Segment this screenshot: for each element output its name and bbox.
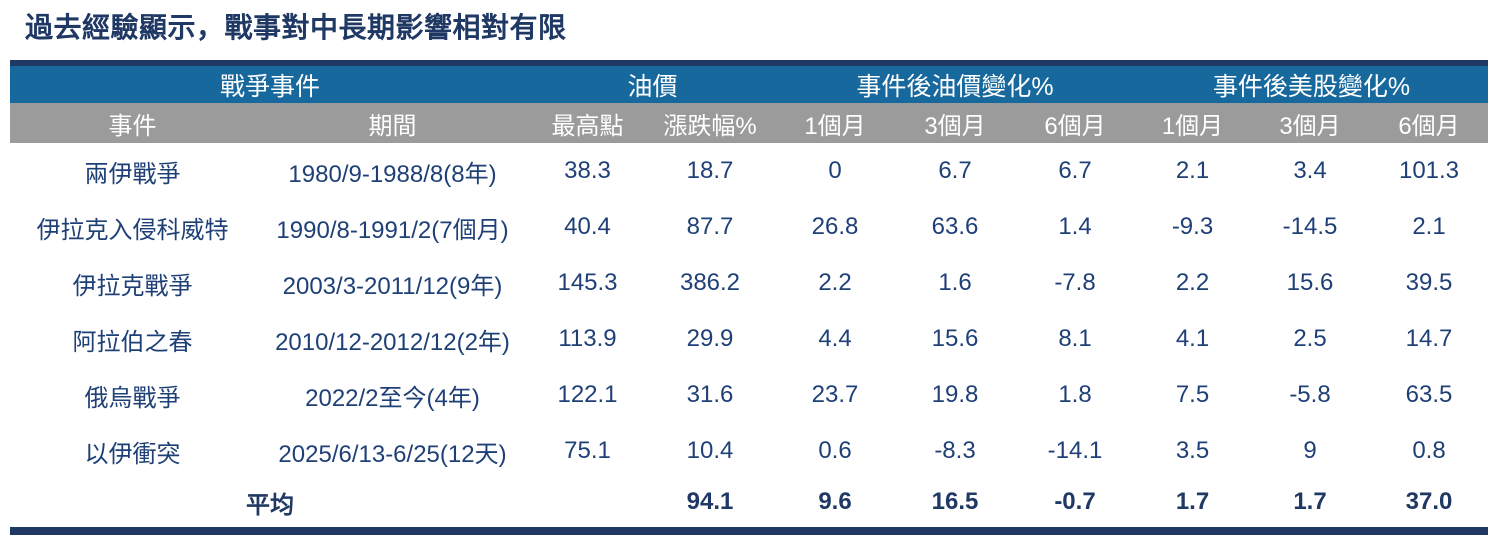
average-value-cell: 37.0	[1405, 488, 1453, 515]
value-cell: 10.4	[686, 437, 734, 464]
average-value-cell: -0.7	[1054, 488, 1096, 515]
value-cell: -5.8	[1289, 381, 1331, 408]
event-name-cell: 俄烏戰爭	[84, 384, 181, 412]
period-cell: 1990/8-1991/2(7個月)	[276, 216, 509, 244]
period-cell: 2022/2至今(4年)	[305, 384, 480, 412]
value-cell: 2.5	[1293, 325, 1327, 352]
table-average-row: 平均 94.1 9.6 16.5 -0.7 1.7 1.7 37.0	[10, 479, 1488, 525]
period-cell: 2003/3-2011/12(9年)	[282, 272, 503, 300]
period-cell: 2010/12-2012/12(2年)	[275, 328, 510, 356]
column-header-cell: 6個月	[1398, 112, 1460, 140]
period-cell: 2025/6/13-6/25(12天)	[278, 440, 507, 468]
group-header-cell: 事件後油價變化%	[856, 72, 1054, 101]
value-cell: 38.3	[564, 157, 611, 184]
value-cell: 0	[828, 157, 842, 184]
table-row: 俄烏戰爭 2022/2至今(4年) 122.1 31.6 23.7 19.8 1.8 7.5 -…	[10, 367, 1488, 423]
table-group-header-row: 戰爭事件 油價 事件後油價變化% 事件後美股變化%	[10, 66, 1488, 103]
event-name-cell: 兩伊戰爭	[84, 160, 181, 188]
value-cell: 2.2	[1175, 269, 1210, 296]
value-cell: 63.5	[1405, 381, 1453, 408]
column-header-cell: 3個月	[924, 112, 986, 140]
value-cell: 3.4	[1293, 157, 1327, 184]
value-cell: 1.4	[1058, 213, 1092, 240]
column-header-cell: 期間	[368, 112, 417, 140]
value-cell: 8.1	[1058, 325, 1092, 352]
column-header-cell: 最高點	[551, 112, 624, 140]
average-value-cell: 9.6	[818, 488, 852, 515]
table-row: 伊拉克入侵科威特 1990/8-1991/2(7個月) 40.4 87.7 26.8 63…	[10, 199, 1488, 255]
group-header-cell: 油價	[627, 72, 678, 101]
table-subheader-row: 事件 期間 最高點 漲跌幅% 1個月 3個月 6個月 1個月 3個月 6個月	[10, 103, 1488, 143]
table-row: 以伊衝突 2025/6/13-6/25(12天) 75.1 10.4 0.6 -8.3 -1…	[10, 423, 1488, 479]
value-cell: 1.6	[938, 269, 972, 296]
value-cell: -9.3	[1171, 213, 1214, 240]
average-label-cell: 平均	[246, 491, 294, 519]
value-cell: 1.8	[1058, 381, 1092, 408]
average-value-cell: 1.7	[1175, 488, 1210, 515]
period-cell: 1980/9-1988/8(8年)	[288, 160, 497, 188]
value-cell: 3.5	[1175, 437, 1210, 464]
value-cell: 26.8	[811, 213, 859, 240]
value-cell: 0.8	[1412, 437, 1446, 464]
value-cell: 101.3	[1398, 157, 1460, 184]
value-cell: 23.7	[811, 381, 859, 408]
page-title: 過去經驗顯示，戰事對中長期影響相對有限	[25, 12, 567, 43]
value-cell: 87.7	[686, 213, 734, 240]
event-name-cell: 阿拉伯之春	[72, 328, 193, 356]
average-value-cell: 16.5	[931, 488, 979, 515]
table-row: 兩伊戰爭 1980/9-1988/8(8年) 38.3 18.7 0 6.7 6.7 2.1 3…	[10, 143, 1488, 199]
group-header-cell: 戰爭事件	[219, 72, 320, 101]
value-cell: 31.6	[686, 381, 734, 408]
value-cell: 7.5	[1175, 381, 1210, 408]
value-cell: -8.3	[934, 437, 976, 464]
average-value-cell: 1.7	[1293, 488, 1327, 515]
value-cell: 145.3	[557, 269, 618, 296]
value-cell: 4.4	[818, 325, 852, 352]
table-bottom-border	[10, 527, 1488, 535]
value-cell: 2.1	[1412, 213, 1446, 240]
table-body: 兩伊戰爭 1980/9-1988/8(8年) 38.3 18.7 0 6.7 6.7 2.1 3…	[10, 143, 1488, 479]
event-name-cell: 伊拉克入侵科威特	[36, 216, 229, 244]
table-row: 阿拉伯之春 2010/12-2012/12(2年) 113.9 29.9 4.4 15.6…	[10, 311, 1488, 367]
table-top-border	[10, 60, 1488, 66]
value-cell: 40.4	[564, 213, 611, 240]
value-cell: 2.1	[1175, 157, 1210, 184]
column-header-cell: 事件	[108, 112, 157, 140]
value-cell: 113.9	[558, 325, 617, 352]
column-header-cell: 6個月	[1044, 112, 1106, 140]
column-header-cell: 3個月	[1279, 112, 1341, 140]
value-cell: 386.2	[679, 269, 741, 296]
group-header-cell: 事件後美股變化%	[1212, 72, 1411, 101]
table-row: 伊拉克戰爭 2003/3-2011/12(9年) 145.3 386.2 2.2 1.6 -…	[10, 255, 1488, 311]
value-cell: 63.6	[931, 213, 979, 240]
value-cell: -14.1	[1047, 437, 1103, 464]
average-value-cell	[530, 479, 645, 525]
value-cell: 18.7	[686, 157, 734, 184]
average-value-cell: 94.1	[686, 488, 734, 515]
value-cell: 15.6	[931, 325, 979, 352]
value-cell: 75.1	[564, 437, 611, 464]
value-cell: -14.5	[1282, 213, 1338, 240]
value-cell: 9	[1303, 437, 1317, 464]
value-cell: 6.7	[1058, 157, 1092, 184]
value-cell: 39.5	[1405, 269, 1453, 296]
value-cell: 19.8	[931, 381, 979, 408]
event-name-cell: 以伊衝突	[84, 440, 181, 468]
value-cell: 4.1	[1175, 325, 1210, 352]
value-cell: -7.8	[1054, 269, 1096, 296]
value-cell: 14.7	[1405, 325, 1453, 352]
value-cell: 29.9	[686, 325, 734, 352]
event-name-cell: 伊拉克戰爭	[72, 272, 193, 300]
column-header-cell: 1個月	[1161, 112, 1224, 140]
value-cell: 2.2	[818, 269, 852, 296]
column-header-cell: 漲跌幅%	[663, 112, 757, 140]
value-cell: 6.7	[938, 157, 972, 184]
value-cell: 122.1	[557, 381, 618, 408]
war-events-table: 戰爭事件 油價 事件後油價變化% 事件後美股變化% 事件 期間 最高點 漲跌幅% 1個月 3個月…	[10, 60, 1488, 535]
value-cell: 0.6	[818, 437, 852, 464]
column-header-cell: 1個月	[804, 112, 866, 140]
value-cell: 15.6	[1286, 269, 1334, 296]
